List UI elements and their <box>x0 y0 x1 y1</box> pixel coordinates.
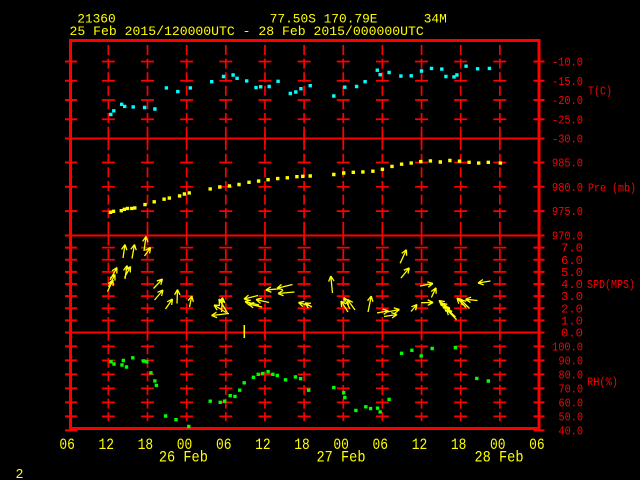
svg-text:00: 00 <box>490 436 506 454</box>
svg-text:3.0: 3.0 <box>561 290 583 304</box>
svg-text:00: 00 <box>177 436 193 454</box>
svg-text:18: 18 <box>294 436 310 454</box>
svg-text:06: 06 <box>529 436 545 454</box>
svg-text:T(C): T(C) <box>588 85 612 99</box>
svg-text:90.0: 90.0 <box>559 355 584 369</box>
svg-text:21360 77.50: 21360 77.50S 170.79E 34M <box>70 12 447 26</box>
svg-text:12: 12 <box>255 436 271 454</box>
svg-text:1.0: 1.0 <box>561 314 583 328</box>
svg-text:4.0: 4.0 <box>561 278 583 292</box>
svg-text:SPD(MPS): SPD(MPS) <box>587 278 635 292</box>
svg-text:12: 12 <box>99 436 115 454</box>
svg-text:-20.0: -20.0 <box>552 94 583 108</box>
svg-text:Pre (mb): Pre (mb) <box>588 181 636 195</box>
svg-text:27 Feb: 27 Feb <box>317 449 366 467</box>
svg-text:-25.0: -25.0 <box>552 113 583 127</box>
svg-text:26 Feb: 26 Feb <box>159 449 208 467</box>
svg-text:5.0: 5.0 <box>561 266 583 280</box>
svg-text:975.0: 975.0 <box>552 205 583 219</box>
svg-text:-15.0: -15.0 <box>552 75 583 89</box>
svg-text:18: 18 <box>138 436 154 454</box>
svg-text:70.0: 70.0 <box>559 383 584 397</box>
svg-text:50.0: 50.0 <box>559 411 584 425</box>
svg-text:06: 06 <box>373 436 389 454</box>
svg-text:18: 18 <box>451 436 467 454</box>
svg-text:60.0: 60.0 <box>559 397 584 411</box>
svg-text:40.0: 40.0 <box>559 425 584 439</box>
svg-text:2.0: 2.0 <box>561 302 583 316</box>
svg-text:06: 06 <box>216 436 232 454</box>
svg-text:25 Feb 2015/120000UTC - 28 Feb: 25 Feb 2015/120000UTC - 28 Feb 2015/0000… <box>70 25 424 39</box>
svg-text:80.0: 80.0 <box>559 369 584 383</box>
svg-text:-10.0: -10.0 <box>552 56 583 70</box>
svg-text:-30.0: -30.0 <box>552 133 583 147</box>
svg-text:6.0: 6.0 <box>561 254 583 268</box>
svg-text:970.0: 970.0 <box>552 230 583 244</box>
svg-text:28 Feb: 28 Feb <box>475 449 524 467</box>
svg-text:985.0: 985.0 <box>552 157 583 171</box>
svg-text:2: 2 <box>16 468 24 480</box>
svg-text:06: 06 <box>59 436 75 454</box>
svg-text:0.0: 0.0 <box>561 327 583 341</box>
svg-text:980.0: 980.0 <box>552 181 583 195</box>
svg-text:00: 00 <box>333 436 349 454</box>
svg-text:100.0: 100.0 <box>552 341 583 355</box>
svg-text:RH(%): RH(%) <box>587 376 618 390</box>
svg-text:12: 12 <box>412 436 428 454</box>
svg-text:7.0: 7.0 <box>561 242 583 256</box>
